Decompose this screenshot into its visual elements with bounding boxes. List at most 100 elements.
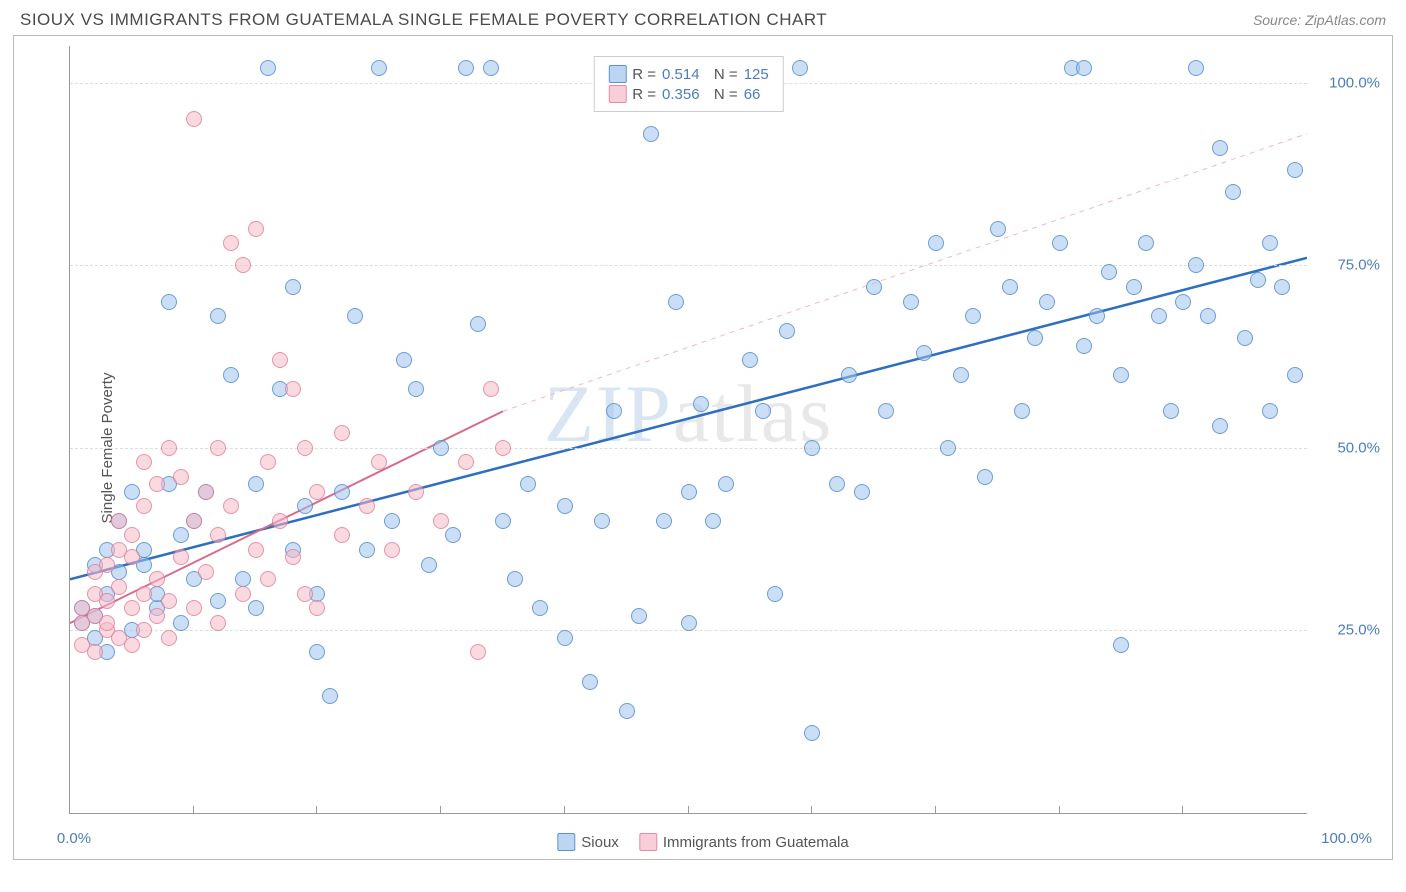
- data-point: [334, 484, 350, 500]
- y-tick-label: 50.0%: [1337, 439, 1380, 456]
- data-point: [210, 440, 226, 456]
- data-point: [1101, 264, 1117, 280]
- x-tick-mark: [440, 806, 441, 814]
- swatch-sioux: [557, 833, 575, 851]
- data-point: [161, 294, 177, 310]
- data-point: [866, 279, 882, 295]
- data-point: [742, 352, 758, 368]
- data-point: [495, 513, 511, 529]
- data-point: [223, 367, 239, 383]
- data-point: [854, 484, 870, 500]
- data-point: [297, 586, 313, 602]
- data-point: [755, 403, 771, 419]
- data-point: [1113, 367, 1129, 383]
- data-point: [1113, 637, 1129, 653]
- data-point: [792, 60, 808, 76]
- x-tick-mark: [316, 806, 317, 814]
- plot-area: ZIPatlas R = 0.514 N = 125 R = 0.356 N =…: [69, 46, 1307, 814]
- data-point: [804, 440, 820, 456]
- data-point: [1027, 330, 1043, 346]
- data-point: [124, 484, 140, 500]
- data-point: [1076, 60, 1092, 76]
- data-point: [210, 308, 226, 324]
- grid-line: [70, 448, 1307, 449]
- n-value-sioux: 125: [744, 66, 769, 83]
- data-point: [248, 542, 264, 558]
- data-point: [1175, 294, 1191, 310]
- data-point: [186, 513, 202, 529]
- data-point: [149, 476, 165, 492]
- data-point: [1237, 330, 1253, 346]
- n-value-guatemala: 66: [744, 86, 761, 103]
- data-point: [1126, 279, 1142, 295]
- data-point: [532, 600, 548, 616]
- data-point: [718, 476, 734, 492]
- data-point: [1076, 338, 1092, 354]
- chart-container: Single Female Poverty ZIPatlas R = 0.514…: [13, 35, 1393, 860]
- r-value-guatemala: 0.356: [662, 86, 700, 103]
- data-point: [433, 513, 449, 529]
- data-point: [619, 703, 635, 719]
- data-point: [396, 352, 412, 368]
- data-point: [136, 498, 152, 514]
- data-point: [99, 615, 115, 631]
- data-point: [260, 571, 276, 587]
- data-point: [309, 600, 325, 616]
- y-tick-label: 75.0%: [1337, 257, 1380, 274]
- data-point: [470, 316, 486, 332]
- data-point: [705, 513, 721, 529]
- data-point: [408, 484, 424, 500]
- data-point: [1089, 308, 1105, 324]
- data-point: [495, 440, 511, 456]
- n-label: N =: [706, 86, 738, 103]
- data-point: [656, 513, 672, 529]
- data-point: [594, 513, 610, 529]
- x-tick-mark: [1182, 806, 1183, 814]
- x-tick-mark: [811, 806, 812, 814]
- data-point: [260, 454, 276, 470]
- data-point: [173, 549, 189, 565]
- y-tick-label: 25.0%: [1337, 622, 1380, 639]
- r-label: R =: [632, 86, 656, 103]
- data-point: [99, 593, 115, 609]
- data-point: [210, 527, 226, 543]
- legend-row-sioux: R = 0.514 N = 125: [608, 65, 768, 83]
- data-point: [1188, 257, 1204, 273]
- swatch-sioux: [608, 65, 626, 83]
- x-tick-mark: [1059, 806, 1060, 814]
- data-point: [248, 221, 264, 237]
- data-point: [1138, 235, 1154, 251]
- data-point: [557, 498, 573, 514]
- data-point: [681, 484, 697, 500]
- data-point: [210, 593, 226, 609]
- data-point: [99, 557, 115, 573]
- legend-row-guatemala: R = 0.356 N = 66: [608, 85, 768, 103]
- data-point: [1287, 162, 1303, 178]
- data-point: [297, 498, 313, 514]
- r-label: R =: [632, 66, 656, 83]
- x-tick-mark: [564, 806, 565, 814]
- header: SIOUX VS IMMIGRANTS FROM GUATEMALA SINGL…: [0, 0, 1406, 35]
- data-point: [347, 308, 363, 324]
- series-legend: Sioux Immigrants from Guatemala: [557, 833, 848, 851]
- data-point: [124, 527, 140, 543]
- data-point: [557, 630, 573, 646]
- data-point: [940, 440, 956, 456]
- data-point: [309, 484, 325, 500]
- data-point: [161, 630, 177, 646]
- data-point: [767, 586, 783, 602]
- data-point: [384, 542, 400, 558]
- data-point: [334, 425, 350, 441]
- data-point: [916, 345, 932, 361]
- data-point: [421, 557, 437, 573]
- x-tick-mark: [935, 806, 936, 814]
- data-point: [928, 235, 944, 251]
- legend-label-guatemala: Immigrants from Guatemala: [663, 834, 849, 851]
- data-point: [87, 644, 103, 660]
- data-point: [1002, 279, 1018, 295]
- data-point: [235, 571, 251, 587]
- data-point: [173, 469, 189, 485]
- data-point: [198, 484, 214, 500]
- data-point: [1212, 418, 1228, 434]
- data-point: [272, 513, 288, 529]
